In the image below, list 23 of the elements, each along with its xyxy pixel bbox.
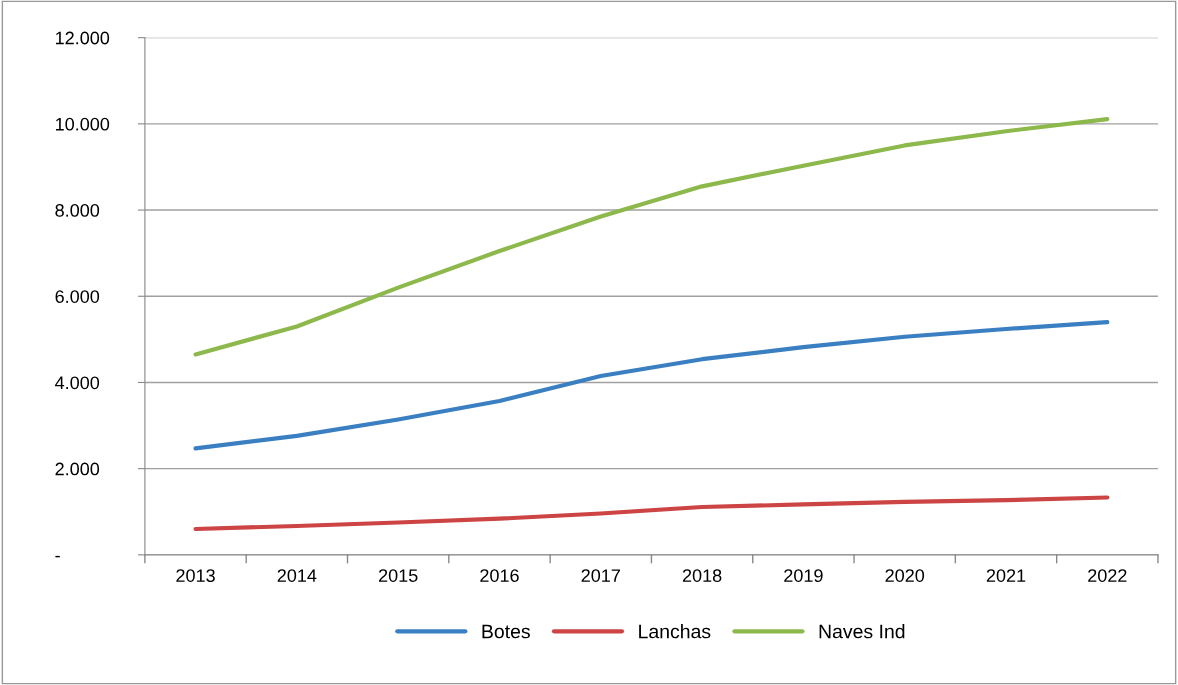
y-tick-label: 4.000 [55,376,100,390]
y-tick-label: - [55,555,60,558]
x-tick-label: 2016 [480,569,519,582]
x-tick-label: 2020 [885,569,925,582]
y-tick-label: 6.000 [55,290,100,303]
legend-label: Lanchas [639,624,711,639]
line-series [193,495,1110,532]
legend-label: Botes [482,624,530,639]
y-tick-label: 10.000 [55,117,110,131]
x-tick-label: 2019 [784,569,823,582]
x-tick-label: 2017 [581,569,620,582]
legend-label: Naves Ind [819,624,905,639]
y-tick-label: 8.000 [55,204,100,217]
x-tick-label: 2013 [176,569,215,582]
x-tick-label: 2014 [277,569,317,582]
line-series [193,117,1110,357]
x-tick-label: 2021 [986,569,1026,582]
x-tick-label: 2015 [378,569,418,582]
y-tick-label: 12.000 [55,31,110,45]
y-tick-label: 2.000 [55,462,100,476]
x-tick-label: 2022 [1088,569,1127,582]
line-series [193,320,1110,451]
x-tick-label: 2018 [682,569,722,582]
